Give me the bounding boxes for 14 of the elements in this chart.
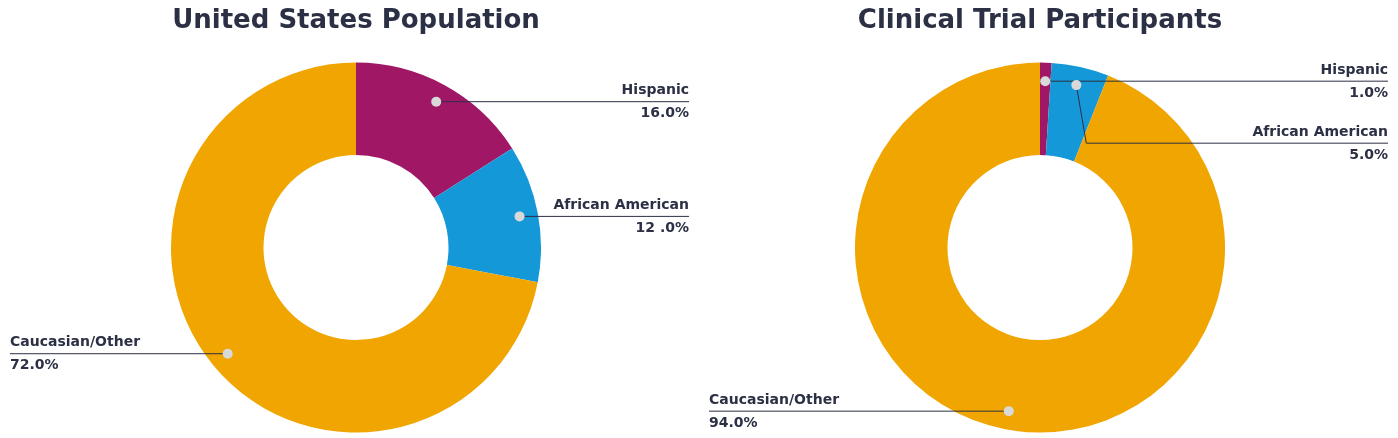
- data-label: 16.0%: [640, 104, 689, 121]
- data-label: 12 .0%: [635, 219, 689, 236]
- data-label: 72.0%: [10, 356, 59, 373]
- chart-title: United States Population: [172, 4, 540, 35]
- slice-label: Caucasian/Other: [709, 390, 840, 407]
- data-label: 5.0%: [1349, 145, 1388, 162]
- chart-title: Clinical Trial Participants: [857, 4, 1223, 35]
- slice-label: Hispanic: [621, 81, 689, 98]
- slice-label: African American: [553, 196, 689, 213]
- slice-label: African American: [1252, 122, 1388, 139]
- slice-label: Caucasian/Other: [10, 333, 141, 350]
- slice-label: Hispanic: [1320, 60, 1388, 77]
- data-label: 94.0%: [709, 413, 758, 430]
- data-label: 1.0%: [1349, 83, 1388, 100]
